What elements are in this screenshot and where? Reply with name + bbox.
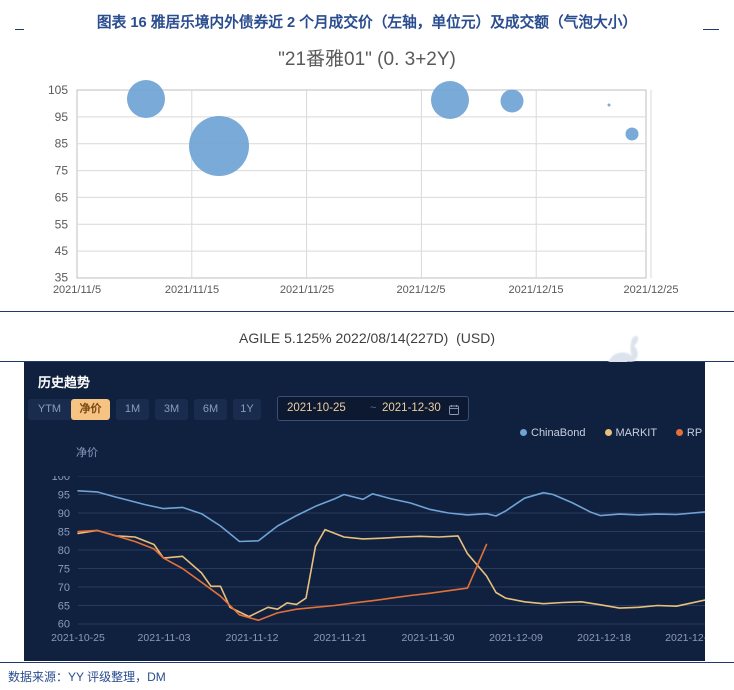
svg-text:35: 35 xyxy=(55,271,69,285)
svg-text:2021/11/15: 2021/11/15 xyxy=(165,284,219,296)
svg-text:85: 85 xyxy=(58,527,70,539)
svg-text:2021/11/25: 2021/11/25 xyxy=(280,284,334,296)
svg-text:2021-12-27: 2021-12-27 xyxy=(665,632,705,644)
svg-text:55: 55 xyxy=(55,217,69,231)
svg-text:2021-11-21: 2021-11-21 xyxy=(314,632,367,644)
svg-text:2021-11-03: 2021-11-03 xyxy=(138,632,191,644)
svg-text:2021-12-09: 2021-12-09 xyxy=(489,632,543,644)
svg-text:2021/12/15: 2021/12/15 xyxy=(508,284,563,296)
svg-text:90: 90 xyxy=(58,508,70,520)
svg-text:70: 70 xyxy=(58,582,70,594)
svg-text:75: 75 xyxy=(58,564,70,576)
svg-text:2021-10-25: 2021-10-25 xyxy=(51,632,105,644)
svg-text:2021/11/5: 2021/11/5 xyxy=(53,284,101,296)
svg-text:2021/12/25: 2021/12/25 xyxy=(623,284,678,296)
svg-text:2021-12-18: 2021-12-18 xyxy=(577,632,631,644)
svg-text:60: 60 xyxy=(58,619,70,631)
svg-text:2021-11-12: 2021-11-12 xyxy=(226,632,279,644)
svg-text:85: 85 xyxy=(55,137,69,151)
svg-text:45: 45 xyxy=(55,244,69,258)
svg-text:65: 65 xyxy=(55,190,69,204)
svg-text:80: 80 xyxy=(58,545,70,557)
svg-text:105: 105 xyxy=(48,83,68,97)
svg-text:75: 75 xyxy=(55,164,69,178)
svg-text:95: 95 xyxy=(55,110,69,124)
svg-text:2021-11-30: 2021-11-30 xyxy=(402,632,455,644)
svg-text:65: 65 xyxy=(58,601,70,613)
svg-text:95: 95 xyxy=(58,490,70,502)
svg-text:100: 100 xyxy=(52,476,70,483)
svg-text:2021/12/5: 2021/12/5 xyxy=(397,284,446,296)
